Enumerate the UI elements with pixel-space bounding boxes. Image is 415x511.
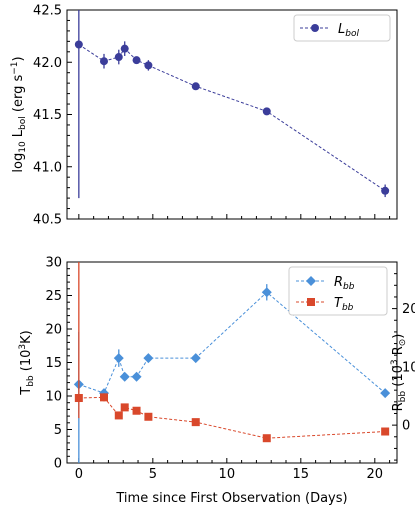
top-legend: Lbol <box>293 14 391 42</box>
lbol-point <box>262 107 271 116</box>
legend-tbb-marker <box>307 298 315 306</box>
bottom-right-y-tick-label: 20 <box>402 302 415 317</box>
bottom-right-y-tick-label: 0 <box>402 419 410 434</box>
bottom-left-y-tick-label: 30 <box>45 256 62 271</box>
tbb-point <box>99 393 108 402</box>
legend-rbb-label: Rbb <box>334 275 355 292</box>
top-y-tick-label: 41.0 <box>33 160 62 175</box>
lbol-point <box>132 56 141 65</box>
rbb-point <box>261 287 272 298</box>
top-legend-box <box>293 14 391 42</box>
bottom-left-y-tick-label: 15 <box>45 356 62 371</box>
bottom-x-axis-label: Time since First Observation (Days) <box>115 491 347 506</box>
lbol-point <box>74 40 83 49</box>
bottom-x-tick-label: 20 <box>367 467 384 482</box>
rbb-point <box>113 353 124 364</box>
tbb-point <box>381 427 390 436</box>
top-y-tick-label: 42.5 <box>33 4 62 19</box>
bottom-left-y-tick-label: 20 <box>45 323 62 338</box>
lbol-point <box>191 82 200 91</box>
lbol-point <box>381 186 390 195</box>
rbb-point <box>143 353 154 364</box>
bottom-left-y-axis-label: Tbb (103K) <box>18 330 36 395</box>
bottom-right-y-axis-label: Rbb (103 R⊙) <box>390 334 408 412</box>
top-y-axis-label: log10 Lbol (erg s−1) <box>10 56 28 172</box>
series-tbb <box>74 262 390 443</box>
tbb-point <box>132 406 141 415</box>
bottom-right-y-tick-label: 10 <box>402 360 415 375</box>
bottom-legend: Rbb Tbb <box>288 266 388 316</box>
top-panel: 40.5 41.0 41.5 42.0 42.5 log10 Lbol (erg s−1)… <box>10 4 398 228</box>
bottom-left-y-tick-label: 10 <box>45 390 62 405</box>
tbb-point <box>74 394 83 403</box>
bottom-x-tick-label: 5 <box>149 467 157 482</box>
lbol-line <box>78 44 386 192</box>
bottom-left-y-tick-label: 25 <box>45 289 62 304</box>
top-y-tick-label: 42.0 <box>33 56 62 71</box>
bottom-x-tick-label: 10 <box>219 467 236 482</box>
top-y-tick-label: 40.5 <box>33 213 62 228</box>
lbol-point <box>120 44 129 53</box>
rbb-point <box>131 371 142 382</box>
bottom-left-y-tick-label: 5 <box>54 423 62 438</box>
tbb-point <box>262 434 271 443</box>
bottom-x-tick-label: 0 <box>75 467 83 482</box>
rbb-point <box>190 353 201 364</box>
bottom-x-tick-label: 15 <box>293 467 310 482</box>
bottom-panel: 0 5 10 15 20 25 30 0 10 20 0 5 10 15 20 Time since Firs… <box>18 256 415 507</box>
tbb-point <box>114 411 123 420</box>
rbb-point <box>119 371 130 382</box>
tbb-point <box>120 403 129 412</box>
lbol-point <box>114 53 123 62</box>
lbol-point <box>99 57 108 66</box>
rbb-point <box>380 388 391 399</box>
tbb-point <box>191 418 200 427</box>
legend-rbb-marker <box>306 276 316 286</box>
tbb-point <box>144 412 153 421</box>
lbol-point <box>144 61 153 70</box>
top-y-tick-label: 41.5 <box>33 108 62 123</box>
series-lbol <box>74 10 390 199</box>
legend-tbb-label: Tbb <box>334 296 354 313</box>
bottom-plot-area <box>73 262 391 463</box>
bottom-left-y-tick-label: 0 <box>54 457 62 472</box>
legend-lbol-label: Lbol <box>338 22 359 39</box>
legend-lbol-marker <box>311 24 319 32</box>
